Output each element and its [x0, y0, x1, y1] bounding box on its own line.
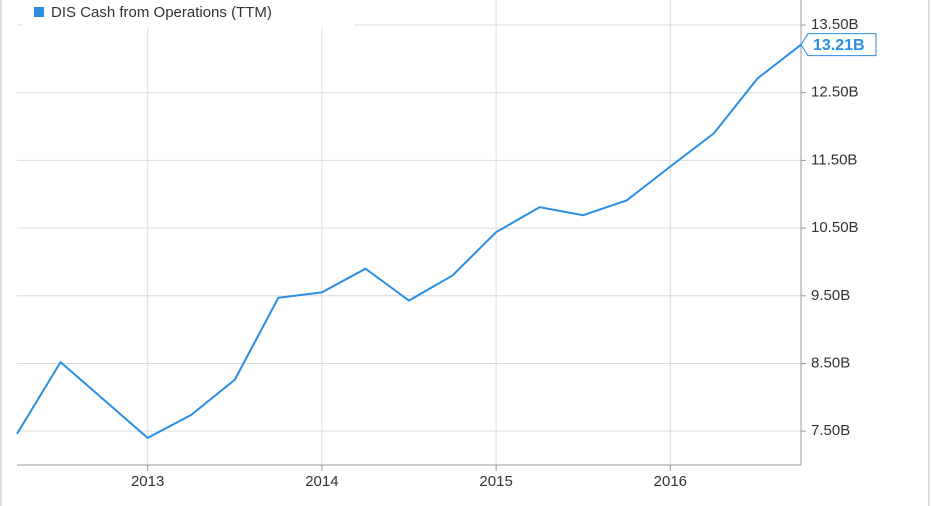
- x-tick-label: 2014: [305, 473, 338, 490]
- y-tick-label: 9.50B: [811, 287, 850, 304]
- y-tick-label: 10.50B: [811, 219, 859, 236]
- x-tick-label: 2013: [131, 473, 164, 490]
- value-label-box: [800, 33, 877, 57]
- legend-label: DIS Cash from Operations (TTM): [51, 4, 272, 21]
- y-tick-label: 12.50B: [811, 84, 859, 101]
- plot-area: [17, 0, 801, 465]
- x-tick-label: 2015: [479, 473, 512, 490]
- y-tick-label: 11.50B: [811, 151, 857, 168]
- y-tick-label: 7.50B: [811, 422, 850, 439]
- x-tick-label: 2016: [654, 473, 687, 490]
- value-label: 13.21B: [813, 37, 865, 54]
- data-line: [16, 43, 802, 440]
- legend: [22, 0, 354, 28]
- y-tick-label: 8.50B: [811, 354, 850, 371]
- y-tick-label: 13.50B: [811, 16, 859, 33]
- legend-swatch: [34, 7, 44, 17]
